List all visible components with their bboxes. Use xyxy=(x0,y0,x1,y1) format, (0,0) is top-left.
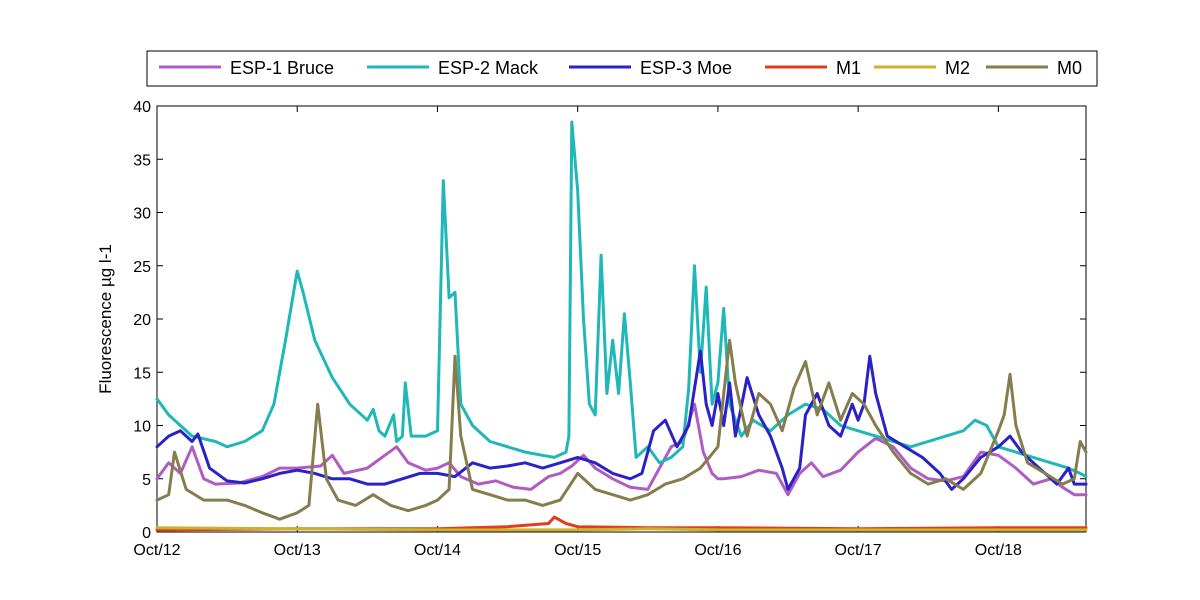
x-tick-label: Oct/17 xyxy=(835,542,882,559)
series-line-esp-3-moe xyxy=(155,349,1088,491)
series-line-esp-2-mack xyxy=(155,120,1088,479)
y-tick-label: 10 xyxy=(133,419,151,436)
x-tick-label: Oct/16 xyxy=(694,542,741,559)
series-line-esp-1-bruce xyxy=(155,402,1088,497)
y-tick-label: 35 xyxy=(133,152,151,169)
legend-label: M0 xyxy=(1057,58,1082,78)
series-lines xyxy=(155,120,1088,532)
legend-label: ESP-3 Moe xyxy=(640,58,732,78)
x-tick-label: Oct/15 xyxy=(554,542,601,559)
y-tick-label: 25 xyxy=(133,259,151,276)
series-line-m2 xyxy=(155,526,1088,532)
axes: 0 5 10 15 20 25 30 35 40 Oct/12 Oct/13 Oct/14 Oct/15… xyxy=(133,99,1087,559)
x-tick-label: Oct/12 xyxy=(133,542,180,559)
legend-label: M1 xyxy=(836,58,861,78)
legend-label: ESP-1 Bruce xyxy=(230,58,334,78)
legend-label: M2 xyxy=(945,58,970,78)
legend: ESP-1 Bruce ESP-2 Mack ESP-3 Moe M1 M2 M0 xyxy=(146,50,1098,87)
y-tick-label: 30 xyxy=(133,206,151,223)
series-line-m0 xyxy=(155,338,1088,521)
y-tick-label: 40 xyxy=(133,99,151,116)
y-tick-label: 0 xyxy=(142,525,151,542)
y-tick-label: 5 xyxy=(142,472,151,489)
x-tick-label: Oct/18 xyxy=(975,542,1022,559)
y-tick-label: 15 xyxy=(133,365,151,382)
x-tick-label: Oct/14 xyxy=(414,542,461,559)
y-axis-label: Fluorescence µg l-1 xyxy=(96,244,115,394)
y-tick-label: 20 xyxy=(133,312,151,329)
legend-label: ESP-2 Mack xyxy=(438,58,539,78)
x-tick-label: Oct/13 xyxy=(274,542,321,559)
